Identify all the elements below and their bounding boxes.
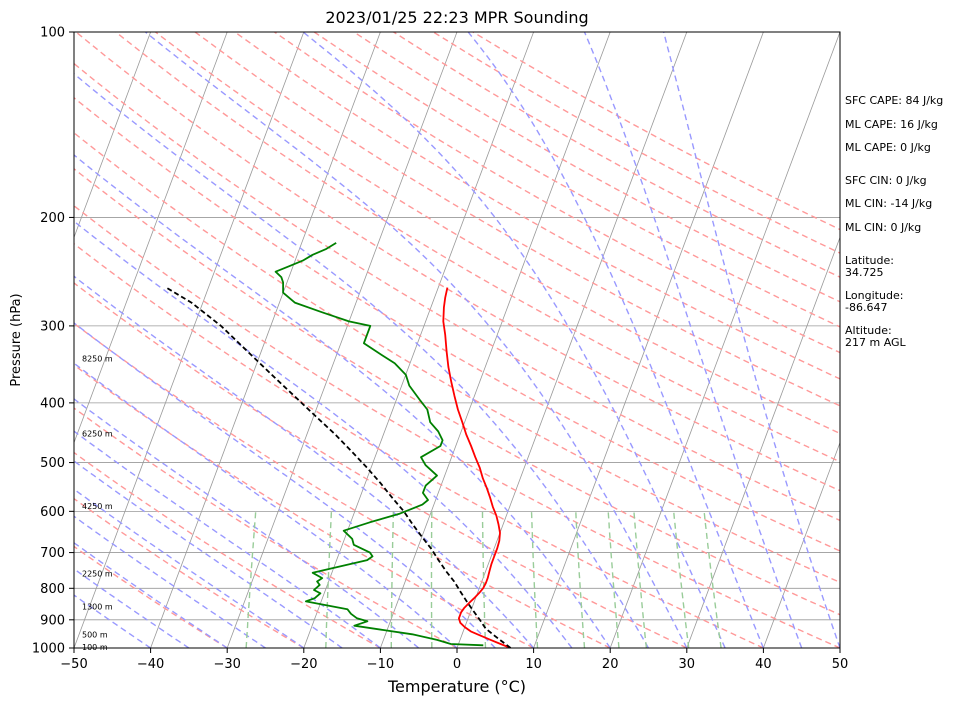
moist-adiabat-line [74, 460, 343, 648]
longitude-label: Longitude: -86.647 [845, 289, 904, 314]
height-label: 100 m [82, 643, 108, 652]
x-tick-label: 40 [755, 657, 772, 672]
dry-adiabat-line [74, 96, 840, 552]
isotherm-line [74, 32, 228, 444]
dry-adiabat-line [74, 282, 688, 648]
ml-cape-label: ML CAPE: 16 J/kg [845, 118, 938, 131]
y-tick-label: 100 [40, 26, 65, 41]
x-tick-label: 50 [832, 657, 849, 672]
latitude-label: Latitude: 34.725 [845, 254, 894, 279]
x-tick-label: 30 [679, 657, 696, 672]
height-label: 1300 m [82, 603, 113, 612]
y-tick-label: 300 [40, 319, 65, 334]
ml-cin-label-2: ML CIN: 0 J/kg [845, 221, 922, 234]
height-label: 500 m [82, 631, 108, 640]
x-tick-label: −30 [213, 657, 240, 672]
dry-adiabat-line [74, 322, 611, 648]
dry-adiabat-line [353, 32, 840, 303]
dry-adiabat-line [74, 364, 534, 648]
mixing-ratio-line [607, 511, 620, 648]
dry-adiabat-line [274, 32, 840, 354]
isotherm-line [380, 32, 611, 648]
moist-adiabat-line [74, 220, 573, 648]
x-axis-label: Temperature (°C) [387, 677, 526, 696]
isotherm-line [226, 32, 458, 648]
moist-adiabat-line [74, 398, 420, 648]
ml-cape-label-2: ML CAPE: 0 J/kg [845, 141, 931, 154]
x-tick-label: 20 [602, 657, 619, 672]
x-tick-label: −40 [137, 657, 164, 672]
height-label: 2250 m [82, 570, 113, 579]
axes: 100 m 500 m 1300 m 2250 m 4250 m 6250 m 8250 m… [32, 26, 848, 673]
x-tick-label: −10 [367, 657, 394, 672]
isotherm-line [74, 32, 305, 648]
x-tick-label: 10 [525, 657, 542, 672]
dry-adiabat-line [74, 451, 381, 648]
isotherm-line [303, 32, 534, 648]
height-label: 6250 m [82, 429, 113, 438]
moist-adiabat-line [663, 32, 840, 648]
isotherm-line [456, 32, 688, 648]
height-label: 8250 m [82, 354, 113, 363]
moist-adiabat-line [144, 32, 688, 648]
altitude-label: Altitude: 217 m AGL [845, 324, 906, 349]
mixing-ratio-line [530, 511, 539, 648]
data-lines [165, 242, 512, 648]
moist-adiabat-line [74, 322, 496, 648]
y-axis-label: Pressure (hPa) [9, 293, 24, 386]
dry-adiabat-line [74, 242, 764, 648]
dry-adiabat-line [74, 407, 458, 648]
dry-adiabat-line [234, 32, 840, 380]
isotherm-line [686, 236, 840, 648]
temperature-profile-line [442, 287, 511, 648]
moist-adiabat-line [467, 32, 765, 648]
background-lines [74, 32, 840, 648]
y-tick-label: 500 [40, 456, 65, 471]
moist-adiabat-line [74, 72, 650, 648]
y-tick-label: 800 [40, 582, 65, 597]
dry-adiabat-line [74, 131, 840, 584]
x-tick-label: −50 [60, 657, 87, 672]
dry-adiabat-line [115, 32, 840, 463]
y-tick-label: 200 [40, 211, 65, 226]
y-tick-label: 1000 [32, 642, 65, 657]
dry-adiabat-line [74, 497, 305, 648]
dry-adiabat-line [154, 32, 840, 435]
moist-adiabat-line [302, 32, 726, 648]
dewpoint-profile-line [274, 242, 484, 647]
isotherm-line [150, 32, 381, 648]
moist-adiabat-line [74, 568, 190, 648]
moist-adiabat-line [74, 362, 458, 648]
moist-adiabat-line [74, 275, 535, 648]
dry-adiabat-line [75, 32, 840, 492]
y-tick-label: 400 [40, 396, 65, 411]
x-tick-label: −20 [290, 657, 317, 672]
dry-adiabat-line [74, 545, 228, 648]
dry-adiabat-line [74, 204, 840, 648]
sfc-cape-label: SFC CAPE: 84 J/kg [845, 94, 944, 107]
x-tick-label: 0 [453, 657, 461, 672]
chart-title: 2023/01/25 22:23 MPR Sounding [325, 8, 589, 27]
y-tick-label: 600 [40, 505, 65, 520]
isotherm-line [74, 32, 151, 239]
ml-cin-label: ML CIN: -14 J/kg [845, 197, 933, 210]
y-tick-label: 900 [40, 613, 65, 628]
isotherm-line [763, 441, 840, 648]
moist-adiabat-line [583, 32, 803, 648]
sfc-cin-label: SFC CIN: 0 J/kg [845, 174, 927, 187]
mixing-ratio-line [673, 511, 690, 648]
height-label: 4250 m [82, 502, 113, 511]
y-tick-label: 700 [40, 546, 65, 561]
mixing-ratio-line [245, 511, 257, 648]
mixing-ratio-line [703, 511, 722, 648]
isotherm-line [609, 32, 840, 648]
